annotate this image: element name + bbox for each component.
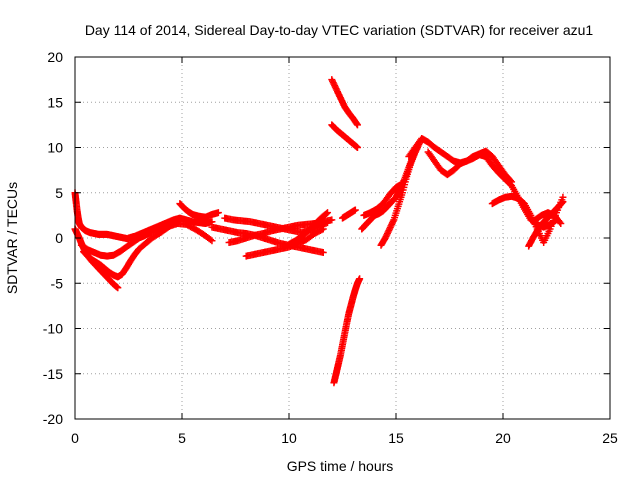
data-point [557,220,565,228]
data-series [125,214,216,242]
data-point [114,284,122,292]
y-tick-label: 0 [55,230,63,246]
data-point [328,216,336,224]
y-tick-label: -10 [43,321,63,337]
y-axis-label: SDTVAR / TECUs [4,182,20,294]
y-tick-label: 20 [47,49,63,65]
data-series [328,76,361,129]
x-tick-label: 0 [71,430,79,446]
x-tick-label: 25 [602,430,618,446]
data-point [208,237,216,245]
data-series [328,121,361,151]
data-point [559,198,567,206]
y-tick-label: 10 [47,140,63,156]
chart-title: Day 114 of 2014, Sidereal Day-to-day VTE… [85,22,594,38]
data-series [339,206,359,222]
data-series [330,275,364,387]
data-series [176,200,222,221]
data-series [405,134,516,186]
data-point [324,209,332,217]
data-point [398,180,406,188]
data-point [556,218,564,226]
axes: 0 5 10 15 20 25 20 15 10 5 0 -5 -10 -15 -20 [43,49,618,446]
data-point [207,236,215,244]
data-points [71,76,567,387]
x-tick-label: 20 [495,430,511,446]
data-series [285,209,332,248]
data-point [319,248,327,256]
y-tick-label: 5 [55,185,63,201]
data-point [353,144,361,151]
data-point [319,225,327,233]
y-tick-label: -20 [43,411,63,427]
data-series [80,216,184,281]
y-tick-label: -15 [43,366,63,382]
data-point [351,206,359,214]
data-point [214,209,222,217]
x-tick-label: 5 [178,430,186,446]
data-series [360,180,406,219]
data-point [322,210,330,218]
data-series [377,139,424,249]
x-tick-label: 10 [281,430,297,446]
data-series [531,209,565,228]
data-point [318,226,326,234]
y-tick-label: -5 [51,275,64,291]
grid [75,57,610,419]
data-point [353,121,361,129]
x-axis-label: GPS time / hours [287,458,394,474]
x-tick-label: 15 [388,430,404,446]
data-point [356,275,364,283]
y-tick-label: 15 [47,94,63,110]
